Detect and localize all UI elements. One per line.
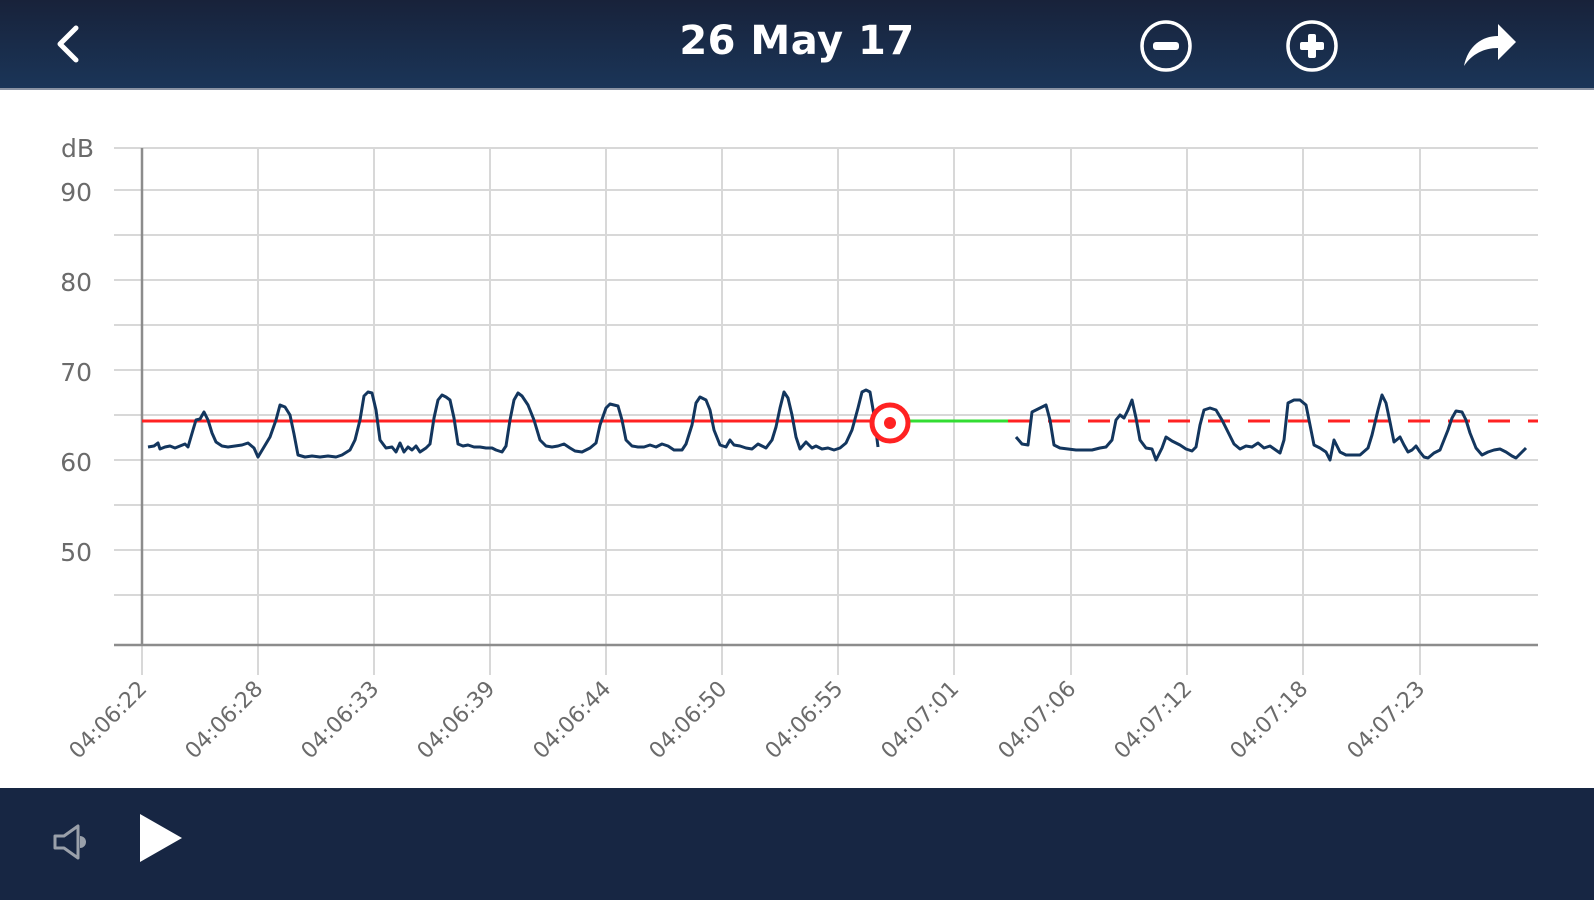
zoom-out-icon — [1140, 20, 1192, 72]
svg-text:04:06:28: 04:06:28 — [181, 677, 269, 765]
zoom-in-icon — [1286, 20, 1338, 72]
playback-bar — [0, 788, 1594, 900]
zoom-in-button[interactable] — [1284, 18, 1340, 74]
share-icon — [1464, 24, 1516, 66]
signal-line-segment-1 — [147, 388, 880, 459]
y-tick-labels: dB 90 80 70 60 50 — [60, 134, 94, 567]
sound-toggle-button[interactable] — [50, 820, 98, 864]
signal-line-segment-2 — [1014, 393, 1528, 462]
svg-text:04:06:22: 04:06:22 — [65, 677, 153, 765]
speaker-icon — [53, 824, 86, 860]
svg-text:04:06:50: 04:06:50 — [645, 677, 733, 765]
svg-text:90: 90 — [60, 178, 92, 207]
x-tick-labels: 04:06:22 04:06:28 04:06:33 04:06:39 04:0… — [65, 677, 1431, 765]
zoom-out-button[interactable] — [1138, 18, 1194, 74]
decibel-chart: dB 90 80 70 60 50 04:06:22 04:06:28 04:0… — [60, 134, 1538, 765]
svg-text:dB: dB — [61, 134, 94, 163]
event-marker[interactable] — [869, 402, 911, 444]
back-chevron-icon — [57, 25, 79, 63]
svg-text:04:07:23: 04:07:23 — [1343, 677, 1431, 765]
svg-text:04:07:18: 04:07:18 — [1226, 677, 1314, 765]
page-title: 26 May 17 — [679, 18, 915, 64]
svg-text:04:07:12: 04:07:12 — [1110, 677, 1198, 765]
header-bar: 26 May 17 — [0, 0, 1594, 90]
svg-text:80: 80 — [60, 268, 92, 297]
share-button[interactable] — [1460, 16, 1520, 72]
svg-text:50: 50 — [60, 538, 92, 567]
back-button[interactable] — [50, 22, 86, 66]
svg-text:04:06:55: 04:06:55 — [761, 677, 849, 765]
play-icon — [140, 814, 182, 862]
svg-text:60: 60 — [60, 448, 92, 477]
svg-text:04:06:44: 04:06:44 — [529, 677, 617, 765]
play-button[interactable] — [136, 808, 186, 868]
grid-horizontal — [114, 147, 1538, 596]
svg-text:70: 70 — [60, 358, 92, 387]
svg-text:04:06:39: 04:06:39 — [413, 677, 501, 765]
svg-text:04:07:06: 04:07:06 — [994, 677, 1082, 765]
svg-text:04:07:01: 04:07:01 — [877, 677, 965, 765]
svg-text:04:06:33: 04:06:33 — [297, 677, 385, 765]
grid-vertical — [141, 148, 1421, 675]
